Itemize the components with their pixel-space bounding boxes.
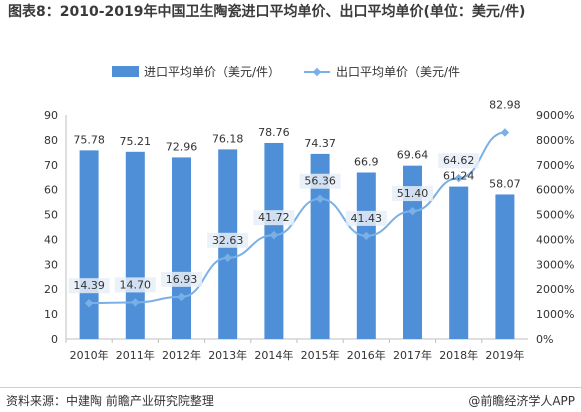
left-tick-label: 50	[44, 209, 58, 222]
line-point	[269, 230, 279, 240]
line-label-box	[392, 186, 433, 202]
bar-value-label: 75.78	[73, 133, 105, 146]
right-tick-label: 6000%	[536, 184, 574, 197]
line-value-label: 82.98	[489, 98, 521, 111]
legend-bar-swatch	[112, 66, 139, 77]
bar	[125, 151, 145, 339]
line-label-box	[345, 210, 387, 226]
right-tick-label: 7000%	[536, 159, 574, 172]
footer: 资料来源：中建陶 前瞻产业研究院整理 @前瞻经济学人APP	[0, 387, 581, 412]
left-tick-label: 30	[44, 258, 58, 271]
line-point	[131, 298, 140, 307]
bar	[449, 186, 469, 339]
bar-value-label: 66.9	[354, 155, 379, 168]
line-point	[315, 194, 325, 203]
bar	[79, 150, 99, 339]
source-note: 资料来源：中建陶 前瞻产业研究院整理	[6, 394, 214, 408]
left-tick-label: 10	[44, 308, 58, 321]
line-value-label: 32.63	[212, 234, 244, 247]
left-tick-label: 0	[51, 333, 58, 346]
x-tick-label: 2010年	[70, 348, 109, 362]
x-tick-label: 2012年	[162, 348, 201, 362]
line-value-label: 64.62	[443, 154, 475, 167]
x-tick-label: 2013年	[208, 348, 247, 362]
bar-value-label: 58.07	[489, 177, 521, 190]
line-value-label: 16.93	[166, 273, 198, 286]
right-tick-label: 9000%	[536, 109, 574, 122]
x-tick-label: 2014年	[254, 348, 293, 362]
bar	[264, 142, 284, 339]
left-tick-label: 90	[44, 109, 58, 122]
line-point	[362, 231, 371, 241]
bar	[172, 157, 191, 339]
bar-value-label: 75.21	[120, 135, 152, 148]
right-tick-label: 1000%	[536, 308, 574, 321]
line-label-box	[438, 153, 480, 169]
x-tick-label: 2019年	[485, 348, 524, 362]
bar-value-label: 61.24	[443, 170, 475, 183]
line-label-box	[253, 210, 295, 226]
right-tick-label: 0%	[536, 333, 553, 346]
legend-line-label: 出口平均单价（美元/件	[336, 65, 460, 79]
line-label-box	[68, 278, 110, 294]
combo-chart: 进口平均单价（美元/件） 出口平均单价（美元/件 0 10 20 30 40 50 60 70 8…	[44, 65, 574, 362]
bar-value-label: 69.64	[397, 149, 429, 162]
right-tick-label: 4000%	[536, 233, 574, 246]
line-value-label: 51.40	[397, 187, 429, 200]
bar-value-label: 78.76	[258, 126, 290, 139]
left-tick-label: 40	[44, 233, 58, 246]
line-value-label: 41.43	[351, 212, 383, 225]
line-value-label: 41.72	[258, 211, 290, 224]
legend: 进口平均单价（美元/件） 出口平均单价（美元/件	[112, 65, 460, 79]
right-tick-label: 2000%	[536, 283, 574, 296]
bar-value-label: 74.37	[304, 137, 336, 150]
right-tick-label: 3000%	[536, 258, 574, 271]
bar	[403, 165, 422, 339]
right-tick-label: 5000%	[536, 209, 574, 222]
x-tick-label: 2018年	[439, 348, 478, 362]
line-path	[89, 131, 506, 305]
bar-value-label: 72.96	[166, 140, 198, 153]
left-tick-label: 70	[44, 159, 58, 172]
line-label-box	[299, 173, 341, 189]
line-point	[177, 292, 186, 302]
x-tick-label: 2011年	[116, 348, 155, 362]
axes: 0 10 20 30 40 50 60 70 80 90 0% 1000% 2000% 3000% 4000…	[44, 109, 574, 362]
x-tick-label: 2017年	[393, 348, 432, 362]
bar	[495, 194, 515, 339]
data-labels: 75.78 75.21 72.96 76.18 78.76 74.37 66.9 69.64 6…	[68, 98, 521, 294]
x-tick-label: 2015年	[301, 348, 340, 362]
line-series	[84, 128, 510, 308]
line-value-label: 56.36	[304, 175, 336, 188]
line-value-label: 14.70	[120, 278, 152, 291]
line-label-box	[114, 277, 156, 293]
left-tick-label: 80	[44, 134, 58, 147]
brand-credit: @前瞻经济学人APP	[468, 394, 575, 408]
x-tick-label: 2016年	[347, 348, 386, 362]
left-tick-label: 20	[44, 283, 58, 296]
line-label-box	[161, 271, 202, 287]
chart-title: 图表8：2010-2019年中国卫生陶瓷进口平均单价、出口平均单价(单位：美元/…	[8, 4, 526, 20]
right-tick-label: 8000%	[536, 134, 574, 147]
line-point	[500, 128, 510, 137]
line-value-label: 14.39	[73, 279, 105, 292]
line-label-box	[207, 232, 249, 248]
legend-bar-label: 进口平均单价（美元/件）	[144, 65, 280, 79]
bar-value-label: 76.18	[212, 132, 244, 145]
line-point	[454, 173, 463, 183]
legend-line-marker	[312, 67, 322, 77]
line-point	[84, 298, 94, 308]
left-tick-label: 60	[44, 184, 58, 197]
bar	[356, 172, 376, 339]
line-point	[408, 206, 417, 216]
